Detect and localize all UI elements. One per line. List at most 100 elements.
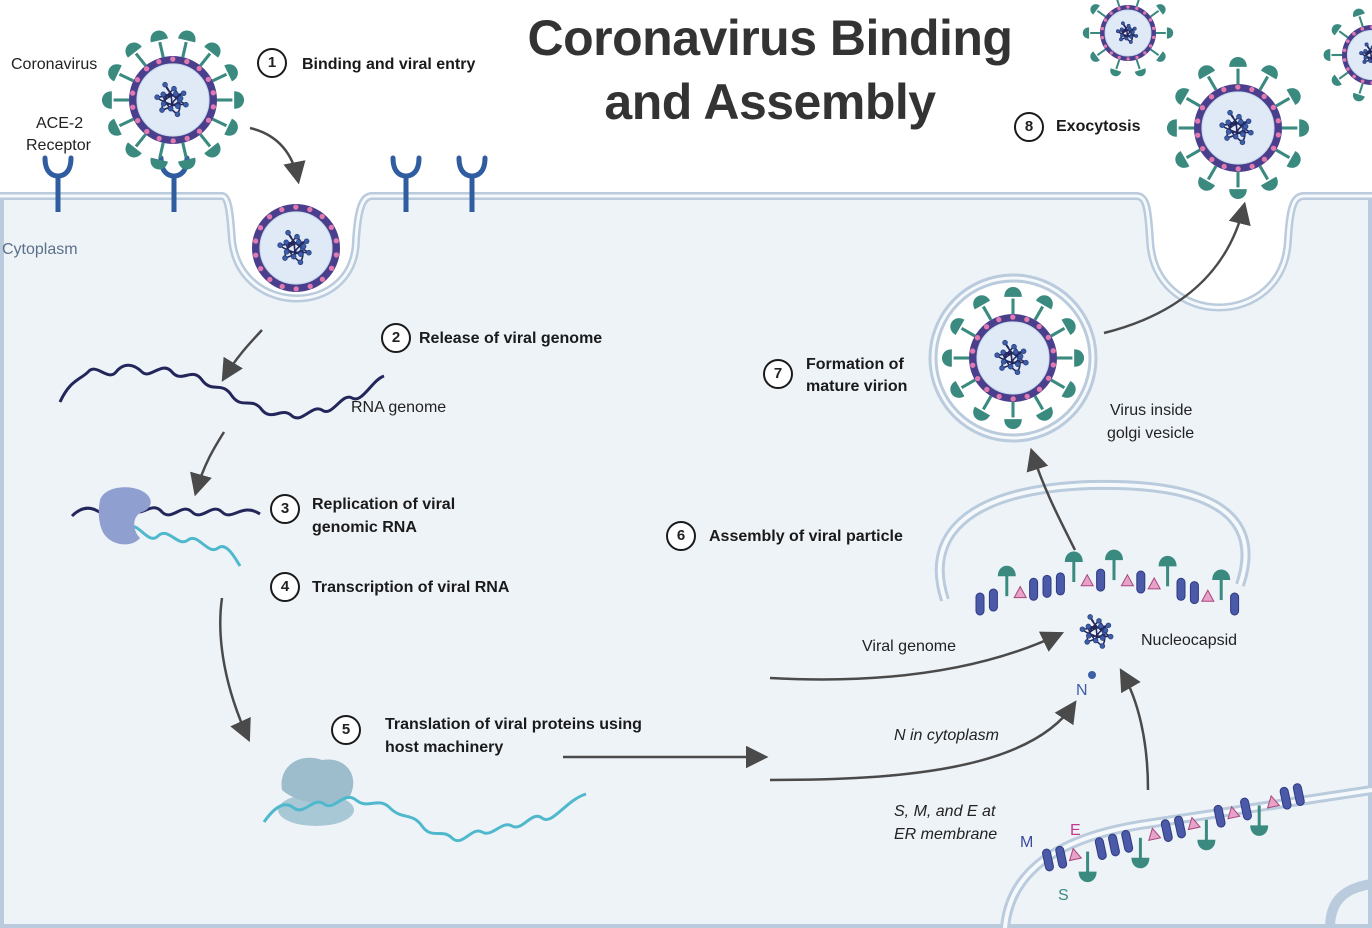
step-5-text-line-1: Translation of viral proteins using	[385, 716, 642, 733]
membrane-protein	[1174, 815, 1186, 839]
spike-protein	[1064, 551, 1083, 583]
membrane-protein	[1121, 830, 1134, 853]
s-protein-label: S	[1058, 887, 1069, 904]
membrane-protein	[988, 588, 998, 612]
step-2-number: 2	[381, 323, 411, 353]
n-protein-label: N	[1076, 682, 1088, 699]
arrow-n-cytoplasm	[769, 700, 1077, 782]
sme-label-line-1: S, M, and E at	[894, 803, 996, 820]
envelope-protein	[1068, 847, 1083, 862]
m-protein-label: M	[1020, 834, 1034, 851]
nucleocapsid-label: Nucleocapsid	[1141, 632, 1238, 649]
arrow-replication	[190, 431, 226, 497]
arrow-viral-genome	[769, 631, 1065, 681]
spike-protein	[1158, 555, 1177, 587]
membrane-protein	[1055, 572, 1065, 596]
membrane-protein	[1230, 592, 1240, 616]
envelope-protein	[1187, 816, 1202, 831]
translation-mrna-strand	[262, 792, 587, 842]
spike-protein	[1197, 819, 1216, 851]
golgi-label-line-2: golgi vesicle	[1107, 425, 1195, 442]
membrane-protein	[1292, 783, 1305, 806]
membrane-protein	[1136, 570, 1146, 594]
envelope-protein	[1080, 573, 1095, 587]
membrane-protein	[1042, 574, 1052, 598]
membrane-protein	[1042, 848, 1054, 872]
step-7-number: 7	[763, 359, 793, 389]
step-5-text-line-2: host machinery	[385, 739, 504, 756]
ace2-receptor	[456, 155, 488, 212]
envelope-protein	[1147, 576, 1162, 590]
envelope-protein	[1013, 585, 1028, 599]
coronavirus-released-small	[1082, 0, 1174, 77]
step-6-number: 6	[666, 521, 696, 551]
step-1-number: 1	[257, 48, 287, 78]
golgi-label-line-1: Virus inside	[1110, 402, 1193, 419]
cytoplasm-label: Cytoplasm	[2, 241, 78, 258]
nucleocapsid-particle	[1079, 614, 1114, 679]
sme-label-line-2: ER membrane	[894, 826, 998, 843]
arrow-entry	[249, 126, 306, 185]
membrane-protein	[1189, 581, 1199, 605]
membrane-protein	[975, 592, 985, 616]
rna-genome-label: RNA genome	[351, 399, 447, 416]
coronavirus-endocytosed	[252, 204, 340, 292]
envelope-protein	[1148, 827, 1162, 842]
spike-protein	[997, 565, 1016, 597]
step-8-text: Exocytosis	[1056, 118, 1141, 135]
step-4-number: 4	[270, 572, 300, 602]
n-in-cytoplasm-label: N in cytoplasm	[894, 727, 999, 744]
transcribed-mrna-strand	[127, 524, 242, 567]
virus-particles	[101, 0, 1372, 430]
mature-virion-in-vesicle	[941, 286, 1085, 430]
envelope-protein	[1200, 589, 1215, 602]
viral-genome-label: Viral genome	[862, 638, 956, 655]
arrow-release	[221, 329, 263, 382]
membrane-protein	[1096, 568, 1106, 592]
envelope-protein	[1120, 573, 1135, 587]
step-7-text-line-1: Formation of	[806, 356, 904, 373]
title-line-2: and Assembly	[604, 74, 936, 130]
arrow-translation	[219, 597, 251, 743]
envelope-protein	[1227, 805, 1241, 820]
diagram-title: Coronavirus Binding and Assembly	[490, 6, 1050, 134]
step-5-number: 5	[331, 715, 361, 745]
ace2-receptor	[390, 155, 422, 212]
step-7-text-line-2: mature virion	[806, 378, 908, 395]
membrane-protein	[1055, 845, 1068, 869]
step-6-text: Assembly of viral particle	[709, 528, 903, 545]
membrane-protein	[1279, 786, 1292, 810]
spike-protein	[1250, 805, 1269, 836]
title-line-1: Coronavirus Binding	[527, 10, 1013, 66]
coronavirus-binding	[101, 30, 245, 170]
ace2-receptors	[42, 155, 488, 212]
spike-protein	[1078, 851, 1097, 883]
membrane-protein	[1160, 819, 1173, 842]
step-2-text: Release of viral genome	[419, 330, 603, 347]
flow-arrows	[190, 126, 1251, 791]
step-8-number: 8	[1014, 112, 1044, 142]
spike-protein	[1212, 569, 1231, 601]
arrow-assembly	[1026, 447, 1077, 551]
envelope-protein	[1266, 794, 1281, 809]
arrow-exocytosis	[1103, 201, 1251, 335]
rna-genome-strand	[58, 363, 385, 420]
arrow-er-to-nucleocapsid	[1119, 668, 1150, 791]
step-4-text: Transcription of viral RNA	[312, 579, 510, 596]
membrane-protein	[1108, 833, 1120, 857]
receptor-label: Receptor	[26, 137, 91, 154]
golgi-membrane-proteins	[975, 549, 1240, 616]
ace2-label: ACE-2	[36, 115, 84, 132]
step-3-text-line-1: Replication of viral	[312, 496, 456, 513]
ribosome-large	[281, 757, 354, 804]
coronavirus-label: Coronavirus	[11, 56, 98, 73]
spike-protein	[1131, 837, 1150, 869]
step-1-text: Binding and viral entry	[302, 56, 476, 73]
ace2-receptor	[42, 155, 74, 212]
coronavirus-released-edge	[1323, 8, 1372, 102]
membrane-protein	[1094, 837, 1107, 860]
e-protein-label: E	[1070, 822, 1081, 839]
coronavirus-released	[1166, 56, 1310, 200]
membrane-protein	[1176, 577, 1186, 601]
